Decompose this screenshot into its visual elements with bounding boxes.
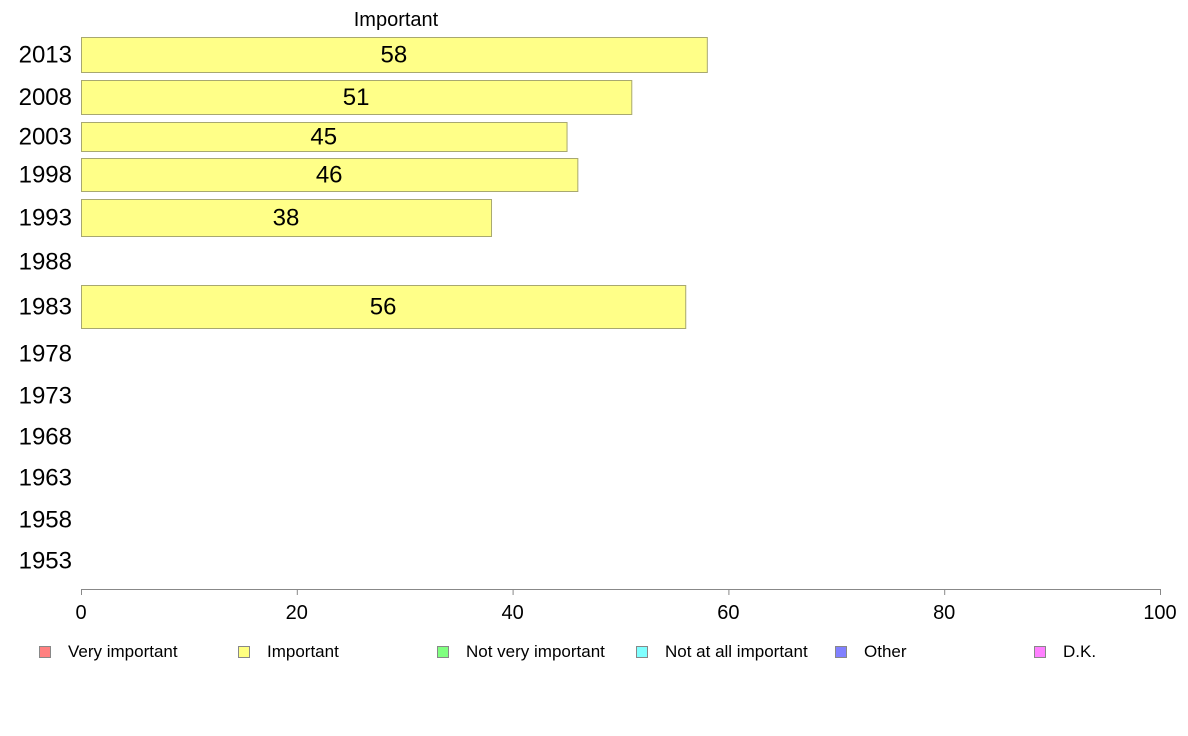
data-label-1998: 46	[316, 162, 343, 189]
x-tick-label-80: 80	[933, 602, 955, 624]
category-label-2003: 2003	[19, 124, 72, 151]
legend-item-not-at-all-important: Not at all important	[636, 640, 808, 664]
legend-swatch	[39, 646, 51, 658]
x-tick-label-100: 100	[1143, 602, 1176, 624]
legend-swatch	[636, 646, 648, 658]
chart-title: Important	[354, 9, 439, 31]
data-label-2003: 45	[310, 124, 337, 151]
legend: Very important Important Not very importan…	[0, 640, 1188, 664]
bar-1993	[81, 199, 493, 237]
legend-item-important: Important	[238, 640, 339, 664]
category-label-1988: 1988	[19, 249, 72, 276]
legend-item-very-important: Very important	[39, 640, 178, 664]
legend-label: Other	[864, 642, 907, 661]
legend-label: Not at all important	[665, 642, 808, 661]
x-tick-label-20: 20	[286, 602, 308, 624]
category-label-1958: 1958	[19, 507, 72, 534]
data-label-2008: 51	[343, 84, 370, 111]
legend-label: D.K.	[1063, 642, 1097, 661]
legend-item-not-very-important: Not very important	[437, 640, 605, 664]
bar-2003	[81, 122, 568, 152]
bar-2008	[81, 80, 633, 115]
legend-item-d-k: D.K.	[1034, 640, 1096, 664]
data-label-2013: 58	[381, 42, 408, 69]
x-tick-label-60: 60	[717, 602, 739, 624]
x-tick-label-40: 40	[501, 602, 523, 624]
category-label-1983: 1983	[19, 294, 72, 321]
legend-label: Not very important	[466, 642, 605, 661]
legend-swatch	[238, 646, 250, 658]
x-tick-label-0: 0	[75, 602, 86, 624]
category-label-1993: 1993	[19, 205, 72, 232]
legend-label: Very important	[68, 642, 178, 661]
legend-label: Important	[267, 642, 339, 661]
data-label-1983: 56	[370, 294, 397, 321]
category-label-2008: 2008	[19, 84, 72, 111]
legend-item-other: Other	[835, 640, 907, 664]
category-label-1978: 1978	[19, 341, 72, 368]
category-label-1973: 1973	[19, 383, 72, 410]
category-label-2013: 2013	[19, 42, 72, 69]
category-label-1968: 1968	[19, 424, 72, 451]
bar-2013	[81, 37, 708, 73]
legend-swatch	[437, 646, 449, 658]
data-label-1993: 38	[273, 205, 300, 232]
legend-swatch	[1034, 646, 1046, 658]
legend-swatch	[835, 646, 847, 658]
category-label-1998: 1998	[19, 162, 72, 189]
category-label-1953: 1953	[19, 548, 72, 575]
bar-1998	[81, 158, 579, 192]
bar-1983	[81, 285, 687, 329]
category-label-1963: 1963	[19, 465, 72, 492]
